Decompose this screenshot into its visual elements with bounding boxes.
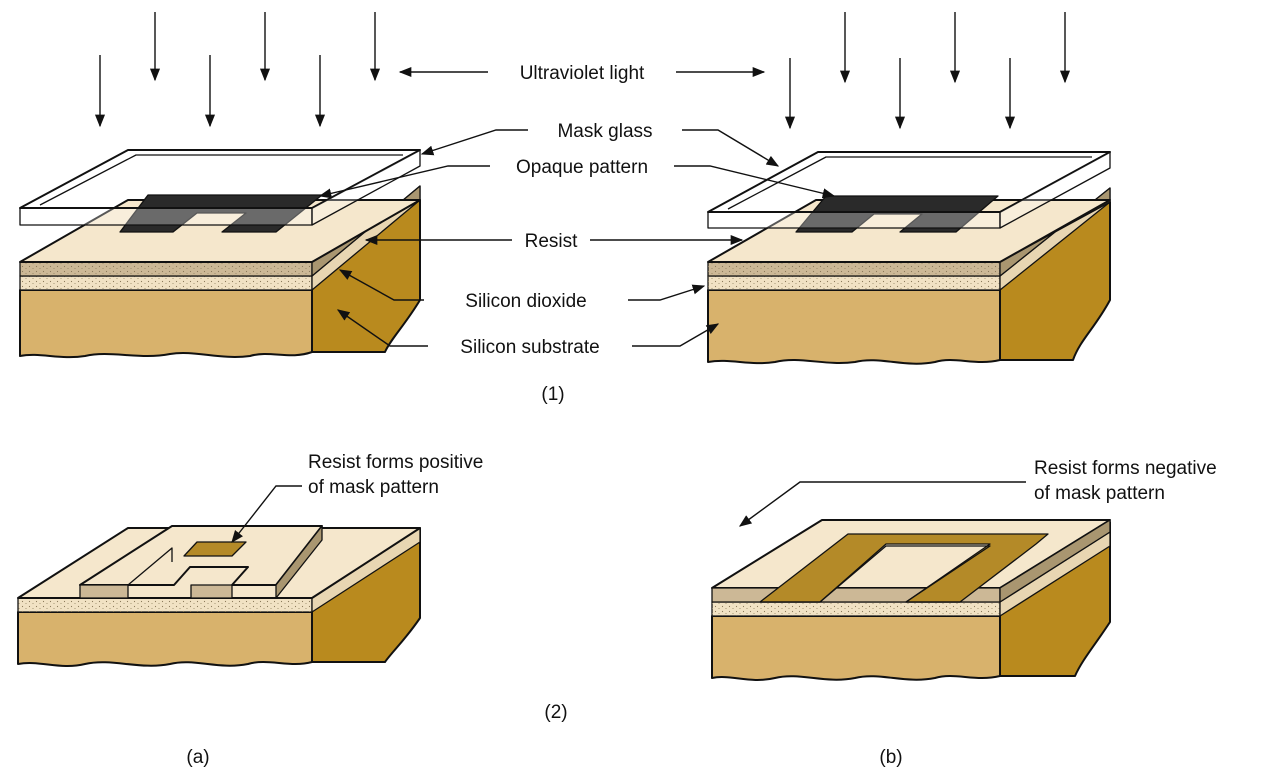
caption-step-2: (2) [544, 702, 567, 723]
label-positive-line2: of mask pattern [308, 477, 439, 498]
label-silicon-dioxide: Silicon dioxide [465, 291, 586, 312]
labels: Ultraviolet light Mask glass Opaque patt… [308, 63, 1217, 504]
ultraviolet-arrows [94, 12, 1071, 130]
caption-panel-b: (b) [879, 747, 902, 768]
captions: (1) (2) (a) (b) [186, 384, 902, 768]
leader-lines [231, 66, 1026, 543]
label-mask-glass: Mask glass [557, 121, 652, 142]
label-negative-line1: Resist forms negative [1034, 458, 1217, 479]
wafer-negative-result [711, 519, 1111, 681]
wafer-right-step1 [707, 151, 1111, 365]
label-silicon-substrate: Silicon substrate [460, 337, 599, 358]
label-opaque-pattern: Opaque pattern [516, 157, 648, 178]
label-resist: Resist [525, 231, 579, 252]
caption-step-1: (1) [541, 384, 564, 405]
label-ultraviolet-light: Ultraviolet light [520, 63, 645, 84]
label-negative-line2: of mask pattern [1034, 483, 1165, 504]
label-positive-line1: Resist forms positive [308, 452, 483, 473]
caption-panel-a: (a) [186, 747, 209, 768]
wafer-positive-result [17, 525, 421, 667]
